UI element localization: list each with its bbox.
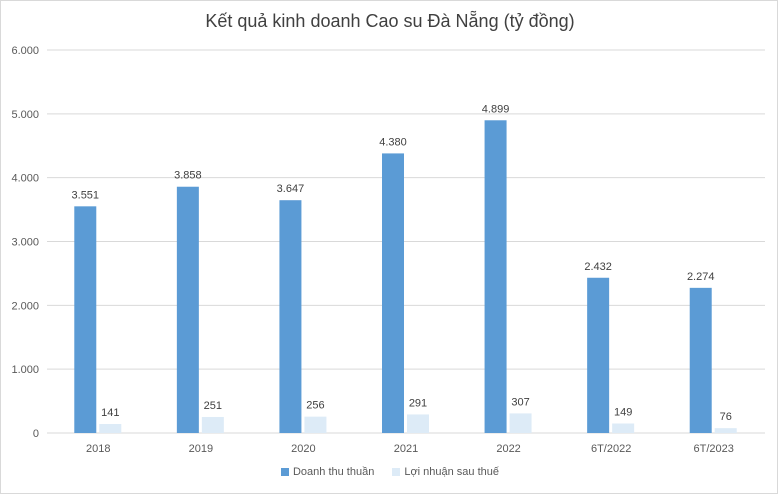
data-label-profit: 76	[720, 411, 732, 423]
y-tick-label: 6.000	[11, 45, 39, 57]
bar-profit	[509, 413, 532, 433]
data-label-revenue: 3.551	[72, 189, 100, 201]
bar-profit	[201, 416, 224, 433]
data-label-revenue: 2.274	[687, 271, 715, 283]
bar-revenue	[484, 120, 507, 433]
bar-profit	[714, 428, 737, 433]
x-tick-label: 6T/2022	[591, 443, 631, 455]
y-tick-label: 1.000	[11, 364, 39, 376]
legend: Doanh thu thuần Lợi nhuận sau thuế	[1, 466, 778, 478]
data-label-profit: 256	[306, 400, 324, 412]
x-tick-label: 2019	[189, 443, 213, 455]
x-tick-label: 2022	[496, 443, 520, 455]
legend-swatch-profit	[392, 468, 401, 476]
bar-profit	[407, 414, 429, 433]
data-label-revenue: 4.899	[482, 103, 510, 115]
chart-title: Kết quả kinh doanh Cao su Đà Nẵng (tỷ đồ…	[205, 11, 575, 31]
data-label-profit: 141	[101, 407, 119, 419]
data-label-revenue: 2.432	[584, 261, 612, 273]
data-label-profit: 291	[409, 397, 427, 409]
y-tick-label: 3.000	[11, 237, 39, 249]
bar-profit	[612, 423, 635, 433]
y-tick-label: 2.000	[11, 300, 39, 312]
y-tick-label: 5.000	[11, 109, 39, 121]
bar-revenue	[74, 206, 97, 433]
legend-swatch-revenue	[280, 468, 289, 476]
x-tick-label: 2018	[86, 443, 110, 455]
legend-item-revenue: Doanh thu thuần	[280, 466, 375, 478]
data-label-profit: 149	[614, 406, 632, 418]
bar-revenue	[689, 287, 712, 433]
legend-label-profit: Lợi nhuận sau thuế	[404, 466, 500, 478]
legend-item-profit: Lợi nhuận sau thuế	[392, 466, 499, 478]
data-label-profit: 251	[204, 400, 222, 412]
data-label-revenue: 4.380	[379, 136, 407, 148]
bar-revenue	[382, 153, 404, 433]
x-tick-label: 2020	[291, 443, 315, 455]
bar-profit	[304, 416, 327, 433]
data-label-revenue: 3.858	[174, 170, 202, 182]
data-label-revenue: 3.647	[277, 183, 305, 195]
bar-revenue	[176, 186, 199, 433]
bar-profit	[99, 423, 122, 433]
legend-label-revenue: Doanh thu thuần	[292, 466, 375, 478]
data-label-profit: 307	[511, 396, 529, 408]
y-tick-label: 0	[33, 428, 39, 440]
y-tick-label: 4.000	[11, 173, 39, 185]
bar-revenue	[587, 277, 610, 433]
x-tick-label: 6T/2023	[694, 443, 734, 455]
bar-revenue	[279, 200, 302, 433]
x-tick-label: 2021	[394, 443, 418, 455]
